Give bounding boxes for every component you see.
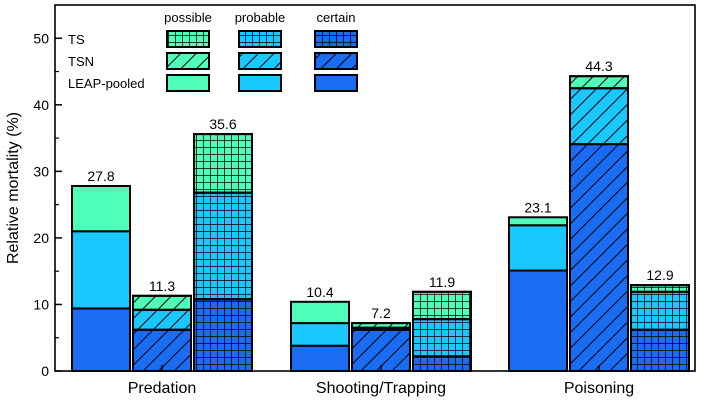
total-label-poisoning-tsn: 44.3 [585,58,612,74]
legend-header-certain: certain [316,10,355,25]
bar-shooting-trapping-ts-probable-pattern [412,318,472,358]
y-tick-label: 30 [33,163,49,179]
legend-label-leap-pooled: LEAP-pooled [68,76,145,91]
bar-predation-tsn-certain-pattern [132,328,192,373]
bar-shooting-trapping-tsn-certain-pattern [351,328,411,373]
plot-frame [54,4,696,372]
legend-swatch-tsn-probable-pattern [238,52,282,70]
y-tick-label: 50 [33,30,49,46]
bar-predation-leap-pooled-possible [71,185,131,233]
legend-swatch-leap-pooled-possible [166,74,210,92]
legend-swatch-leap-pooled-certain [314,74,358,92]
bar-poisoning-tsn-probable-pattern [569,87,629,146]
bar-poisoning-tsn-possible-pattern [569,75,629,90]
bar-poisoning-ts-probable-pattern [630,290,690,331]
legend-label-ts: TS [68,32,85,47]
bar-poisoning-ts-possible-pattern [630,284,690,293]
total-label-shooting-trapping-leap-pooled: 10.4 [306,284,333,300]
bar-poisoning-leap-pooled-certain [508,269,568,372]
bar-shooting-trapping-leap-pooled-possible [290,300,350,325]
total-label-poisoning-leap-pooled: 23.1 [524,199,551,215]
y-tick-label: 0 [41,363,49,379]
bar-shooting-trapping-leap-pooled-probable [290,322,350,347]
bar-shooting-trapping-ts-possible-pattern [412,290,472,321]
total-label-shooting-trapping-tsn: 7.2 [371,305,391,321]
bar-poisoning-ts-certain-pattern [630,328,690,373]
total-label-predation-ts: 35.6 [209,116,236,132]
plot-bars: 27.8 11.3 35.6 10.4 7.2 11.9 23.1 44.3 12.9 [71,58,690,373]
total-label-predation-leap-pooled: 27.8 [87,168,114,184]
y-tick-label: 20 [33,230,49,246]
total-label-shooting-trapping-ts: 11.9 [429,274,455,290]
legend: possible probable certain TS TSN LEAP-pooled [68,10,358,92]
bar-predation-leap-pooled-certain [71,307,131,372]
plot-axes: 0 10 20 30 40 50 Relative mortality (%) Predati… [5,4,696,397]
legend-swatch-ts-certain-pattern [314,30,358,48]
bar-poisoning-tsn-certain-pattern [569,143,629,372]
bar-predation-tsn-possible-pattern [132,294,192,311]
y-tick-label: 40 [33,97,49,113]
legend-swatch-ts-probable-pattern [238,30,282,48]
bar-predation-ts-possible-pattern [193,133,253,194]
bar-predation-leap-pooled-probable [71,230,131,310]
legend-header-probable: probable [235,10,286,25]
bar-shooting-trapping-leap-pooled-certain [290,344,350,373]
legend-swatch-tsn-certain-pattern [314,52,358,70]
y-tick-label: 10 [33,296,49,312]
bar-poisoning-leap-pooled-probable [508,224,568,272]
bar-predation-ts-certain-pattern [193,298,253,373]
legend-swatch-ts-possible-pattern [166,30,210,48]
x-tick-label: Poisoning [564,380,634,397]
x-tick-label: Predation [128,380,197,397]
legend-swatch-leap-pooled-probable [238,74,282,92]
bar-predation-ts-probable-pattern [193,191,253,301]
y-axis-label: Relative mortality (%) [5,112,22,264]
x-tick-label: Shooting/Trapping [316,380,446,397]
legend-label-tsn: TSN [68,54,94,69]
bar-shooting-trapping-ts-certain-pattern [412,355,472,372]
legend-swatch-tsn-possible-pattern [166,52,210,70]
total-label-poisoning-ts: 12.9 [646,267,673,283]
bar-poisoning-leap-pooled-possible [508,216,568,227]
total-label-predation-tsn: 11.3 [149,278,175,294]
legend-header-possible: possible [164,10,212,25]
bar-predation-tsn-probable-pattern [132,308,192,331]
bar-shooting-trapping-tsn-possible-pattern [351,322,411,329]
